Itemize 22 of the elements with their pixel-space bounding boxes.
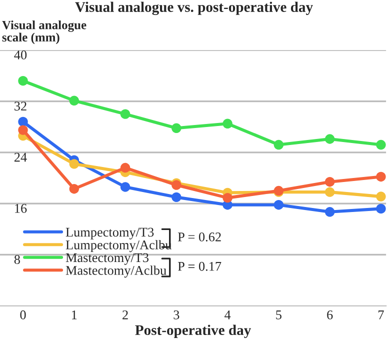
y-tick-label: 32 bbox=[14, 102, 26, 111]
legend-label: Lumpectomy/T3 bbox=[66, 228, 154, 240]
legend-label: Mastectomy/T3 bbox=[66, 253, 149, 265]
x-tick-label: 5 bbox=[276, 310, 282, 320]
x-tick-label: 4 bbox=[224, 310, 231, 320]
annotation: P = 0.62 bbox=[178, 232, 221, 242]
y-tick-label: 16 bbox=[15, 204, 27, 213]
y-tick-label: 8 bbox=[14, 255, 20, 264]
x-tick-label: 3 bbox=[174, 310, 180, 320]
legend-label: Lumpectomy/Aclbu bbox=[66, 240, 172, 252]
y-tick-label: 40 bbox=[14, 50, 27, 60]
x-tick-label: 6 bbox=[327, 310, 333, 320]
annotation: P = 0.17 bbox=[178, 262, 222, 271]
y-tick-label: 24 bbox=[14, 152, 27, 162]
x-tick-label: 0 bbox=[20, 310, 26, 320]
chart-title: Visual analogue vs. post-operative day bbox=[75, 2, 313, 16]
legend-label: Mastectomy/Aclbu bbox=[66, 266, 166, 278]
x-tick-label: 7 bbox=[378, 310, 384, 320]
x-axis-title: Post-operative day bbox=[135, 324, 252, 338]
x-tick-label: 1 bbox=[72, 310, 77, 320]
y-axis-title: Visual analogue scale (mm) bbox=[2, 20, 86, 44]
x-tick-label: 2 bbox=[122, 310, 128, 320]
